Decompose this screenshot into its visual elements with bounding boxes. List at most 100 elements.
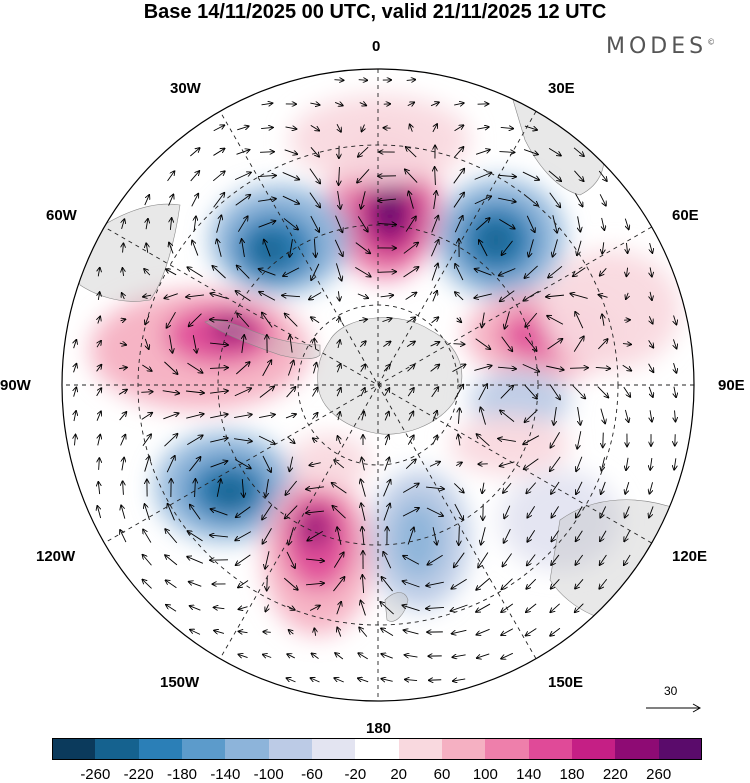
wind-arrow bbox=[121, 319, 126, 321]
wind-arrow bbox=[547, 339, 563, 350]
colorbar-segment bbox=[528, 738, 573, 760]
wind-arrow bbox=[118, 390, 127, 395]
wind-arrow bbox=[237, 126, 248, 131]
colorbar-tick-label: -100 bbox=[253, 766, 284, 783]
colorbar-segment bbox=[572, 738, 616, 760]
wind-arrow bbox=[164, 361, 177, 374]
wind-arrow bbox=[333, 552, 343, 568]
wind-arrow bbox=[527, 529, 536, 542]
wind-arrow bbox=[216, 479, 221, 497]
wind-arrow bbox=[145, 338, 148, 349]
wind-arrow bbox=[575, 312, 584, 329]
wind-arrow bbox=[384, 458, 390, 471]
wind-arrow bbox=[186, 414, 203, 419]
wind-arrow bbox=[504, 528, 511, 543]
colorbar-tick-label: 20 bbox=[390, 766, 407, 783]
wind-arrow bbox=[383, 341, 390, 347]
wind-arrow bbox=[237, 313, 250, 328]
wind-arrow bbox=[383, 504, 390, 521]
colorbar-tick-label: -220 bbox=[123, 766, 154, 783]
wind-arrow bbox=[361, 503, 366, 521]
wind-arrow bbox=[287, 678, 296, 682]
colorbar-tick-label: -180 bbox=[166, 766, 198, 783]
wind-arrow bbox=[405, 216, 416, 232]
wind-arrow bbox=[164, 293, 178, 299]
wind-arrow bbox=[409, 191, 414, 209]
wind-arrow bbox=[186, 295, 204, 297]
vector-scale-arrow bbox=[646, 703, 702, 713]
wind-arrow bbox=[263, 632, 271, 633]
wind-arrow bbox=[499, 218, 514, 228]
wind-arrow bbox=[410, 124, 413, 132]
wind-arrow bbox=[451, 604, 468, 611]
wind-arrow bbox=[234, 439, 252, 442]
wind-arrow bbox=[451, 578, 467, 588]
wind-arrow bbox=[98, 482, 99, 495]
wind-arrow bbox=[194, 216, 196, 232]
wind-arrow bbox=[187, 267, 203, 278]
wind-arrow bbox=[479, 240, 488, 257]
wind-arrow bbox=[212, 171, 225, 182]
wind-arrow bbox=[452, 655, 466, 657]
wind-arrow bbox=[190, 630, 201, 635]
wind-arrow bbox=[187, 362, 202, 373]
wind-arrow bbox=[310, 103, 319, 105]
wind-arrow bbox=[382, 318, 391, 321]
wind-arrow bbox=[143, 295, 152, 297]
wind-arrow bbox=[339, 166, 340, 185]
wind-arrow bbox=[476, 628, 490, 634]
wind-arrow bbox=[650, 458, 652, 470]
wind-arrow bbox=[430, 240, 438, 257]
wind-arrow bbox=[333, 577, 344, 592]
wind-arrow bbox=[170, 218, 171, 230]
wind-arrow bbox=[169, 335, 173, 353]
wind-arrow bbox=[306, 487, 324, 489]
wind-arrow bbox=[285, 127, 297, 129]
wind-arrow bbox=[475, 150, 490, 155]
wind-arrow bbox=[286, 387, 296, 398]
wind-arrow bbox=[314, 628, 315, 636]
colorbar-segment bbox=[138, 738, 183, 760]
colorbar-tick-label: -260 bbox=[80, 766, 111, 783]
wind-arrow bbox=[358, 146, 369, 157]
wind-arrow bbox=[432, 411, 437, 422]
wind-arrow bbox=[403, 267, 419, 278]
wind-arrow bbox=[453, 344, 464, 345]
wind-arrow bbox=[258, 199, 276, 202]
lon-label-0: 0 bbox=[372, 38, 381, 55]
wind-arrow bbox=[598, 170, 607, 181]
wind-arrow bbox=[546, 295, 565, 297]
wind-arrow bbox=[649, 316, 652, 323]
wind-arrow bbox=[381, 654, 393, 659]
wind-arrow bbox=[334, 80, 343, 81]
wind-arrow bbox=[474, 366, 491, 371]
wind-arrow bbox=[96, 388, 102, 397]
wind-arrow bbox=[402, 508, 419, 517]
wind-arrow bbox=[599, 578, 608, 588]
wind-arrow bbox=[358, 653, 368, 660]
wind-arrow bbox=[260, 152, 274, 153]
wind-arrow bbox=[335, 215, 343, 233]
wind-arrow bbox=[283, 218, 298, 229]
wind-arrow bbox=[242, 478, 243, 497]
wind-arrow bbox=[426, 507, 443, 516]
wind-arrow bbox=[142, 434, 151, 446]
wind-arrow bbox=[475, 269, 492, 276]
wind-arrow bbox=[190, 606, 201, 611]
wind-arrow bbox=[674, 458, 676, 469]
anomaly-blob bbox=[450, 415, 570, 475]
wind-vectors bbox=[74, 80, 677, 682]
wind-arrow bbox=[648, 340, 654, 347]
wind-arrow bbox=[527, 554, 536, 566]
wind-arrow bbox=[432, 291, 437, 302]
wind-arrow bbox=[406, 341, 415, 347]
wind-arrow bbox=[282, 295, 301, 296]
wind-arrow bbox=[674, 386, 676, 397]
wind-arrow bbox=[599, 194, 606, 205]
wind-arrow bbox=[626, 457, 628, 470]
wind-arrow bbox=[385, 435, 388, 446]
wind-arrow bbox=[238, 654, 248, 657]
colorbar-tick-label: -60 bbox=[301, 766, 323, 783]
colorbar-segment bbox=[52, 738, 96, 760]
wind-arrow bbox=[213, 193, 225, 208]
